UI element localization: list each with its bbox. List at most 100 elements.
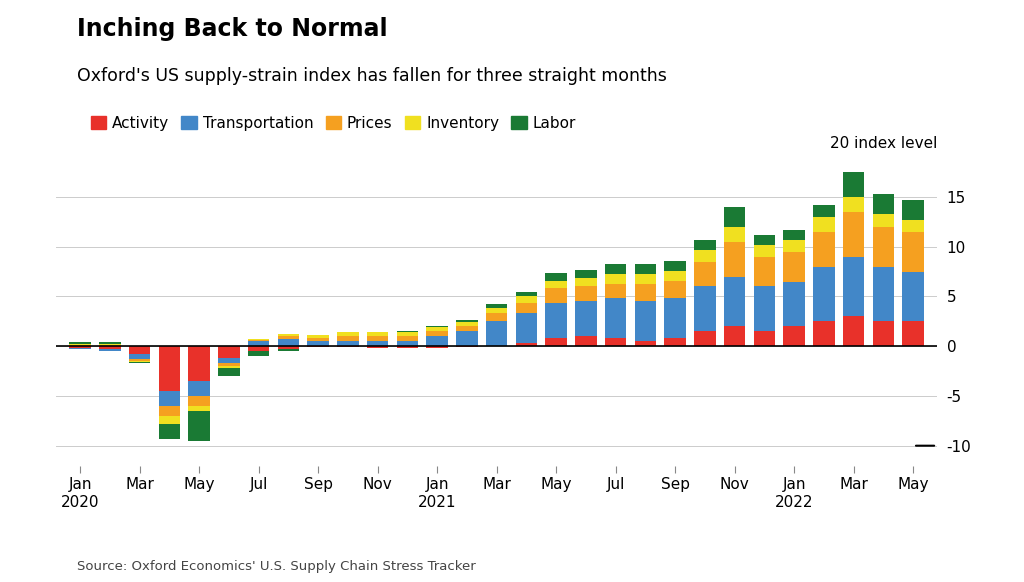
Bar bbox=[754, 235, 775, 244]
Bar bbox=[546, 272, 567, 281]
Bar bbox=[665, 299, 686, 338]
Bar bbox=[813, 267, 835, 321]
Bar bbox=[456, 327, 477, 331]
Bar bbox=[337, 336, 358, 341]
Bar bbox=[754, 257, 775, 286]
Bar bbox=[783, 327, 805, 346]
Bar bbox=[248, 351, 269, 356]
Bar bbox=[159, 406, 180, 416]
Bar bbox=[367, 346, 388, 348]
Bar bbox=[575, 278, 597, 286]
Bar bbox=[694, 262, 716, 286]
Bar bbox=[902, 232, 924, 272]
Bar bbox=[724, 327, 745, 346]
Bar bbox=[813, 232, 835, 267]
Bar bbox=[724, 242, 745, 276]
Bar bbox=[575, 286, 597, 301]
Bar bbox=[546, 303, 567, 338]
Legend: Activity, Transportation, Prices, Inventory, Labor: Activity, Transportation, Prices, Invent… bbox=[84, 109, 583, 137]
Bar bbox=[337, 341, 358, 346]
Bar bbox=[605, 338, 627, 346]
Bar bbox=[694, 240, 716, 250]
Bar bbox=[872, 321, 894, 346]
Bar bbox=[486, 313, 507, 321]
Bar bbox=[218, 358, 240, 363]
Bar bbox=[456, 320, 477, 322]
Bar bbox=[426, 346, 447, 348]
Text: Source: Oxford Economics' U.S. Supply Chain Stress Tracker: Source: Oxford Economics' U.S. Supply Ch… bbox=[77, 560, 475, 573]
Bar bbox=[396, 346, 418, 348]
Bar bbox=[70, 342, 91, 344]
Bar bbox=[902, 200, 924, 220]
Bar bbox=[367, 332, 388, 336]
Bar bbox=[278, 346, 299, 349]
Bar bbox=[546, 338, 567, 346]
Bar bbox=[872, 227, 894, 267]
Bar bbox=[278, 336, 299, 339]
Bar bbox=[218, 363, 240, 366]
Bar bbox=[635, 341, 656, 346]
Bar bbox=[665, 338, 686, 346]
Bar bbox=[70, 344, 91, 345]
Bar bbox=[754, 331, 775, 346]
Bar bbox=[129, 354, 151, 359]
Bar bbox=[754, 244, 775, 257]
Bar bbox=[575, 301, 597, 336]
Bar bbox=[605, 299, 627, 338]
Bar bbox=[843, 172, 864, 197]
Bar bbox=[605, 264, 627, 274]
Bar bbox=[902, 321, 924, 346]
Bar bbox=[218, 368, 240, 376]
Bar bbox=[724, 276, 745, 327]
Bar bbox=[337, 332, 358, 336]
Bar bbox=[70, 345, 91, 346]
Bar bbox=[248, 341, 269, 346]
Bar bbox=[218, 346, 240, 358]
Bar bbox=[605, 274, 627, 283]
Bar bbox=[307, 338, 329, 341]
Bar bbox=[843, 197, 864, 212]
Bar bbox=[129, 359, 151, 361]
Bar bbox=[129, 362, 151, 363]
Bar bbox=[516, 313, 538, 343]
Bar bbox=[248, 346, 269, 351]
Bar bbox=[337, 346, 358, 347]
Bar bbox=[129, 361, 151, 362]
Bar bbox=[813, 321, 835, 346]
Bar bbox=[396, 341, 418, 346]
Bar bbox=[307, 335, 329, 338]
Bar bbox=[694, 250, 716, 262]
Bar bbox=[396, 332, 418, 336]
Bar bbox=[188, 411, 210, 441]
Bar bbox=[486, 308, 507, 313]
Bar bbox=[367, 341, 388, 346]
Bar bbox=[843, 317, 864, 346]
Bar bbox=[99, 345, 121, 346]
Text: Oxford's US supply-strain index has fallen for three straight months: Oxford's US supply-strain index has fall… bbox=[77, 67, 667, 85]
Bar bbox=[486, 304, 507, 308]
Bar bbox=[426, 327, 447, 331]
Bar bbox=[367, 336, 388, 341]
Bar bbox=[426, 331, 447, 336]
Bar bbox=[99, 349, 121, 351]
Bar bbox=[546, 281, 567, 289]
Bar bbox=[516, 303, 538, 313]
Bar bbox=[70, 346, 91, 348]
Bar bbox=[724, 207, 745, 227]
Bar bbox=[456, 346, 477, 347]
Bar bbox=[70, 348, 91, 349]
Bar bbox=[248, 340, 269, 341]
Bar bbox=[724, 227, 745, 242]
Bar bbox=[605, 283, 627, 299]
Bar bbox=[813, 217, 835, 232]
Bar bbox=[159, 346, 180, 391]
Bar bbox=[188, 406, 210, 411]
Bar bbox=[516, 343, 538, 346]
Bar bbox=[902, 272, 924, 321]
Bar bbox=[843, 257, 864, 317]
Bar bbox=[99, 344, 121, 345]
Bar bbox=[278, 349, 299, 351]
Bar bbox=[665, 261, 686, 271]
Bar bbox=[99, 342, 121, 344]
Bar bbox=[754, 286, 775, 331]
